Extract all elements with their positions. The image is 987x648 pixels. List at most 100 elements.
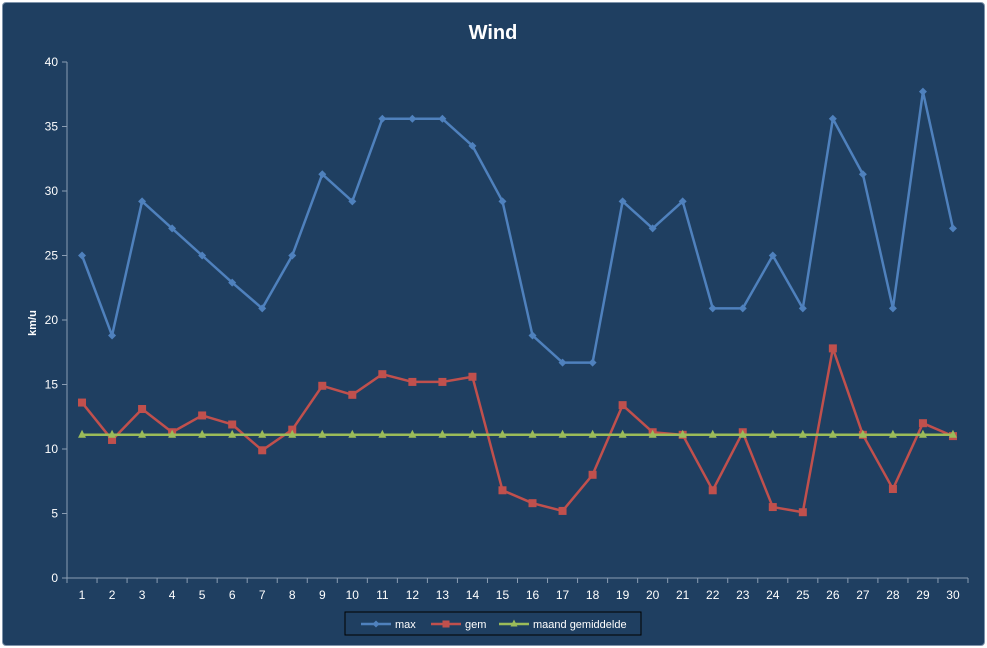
y-tick-label: 20 — [45, 313, 59, 327]
x-tick-label: 12 — [406, 588, 420, 602]
data-point-diamond — [888, 304, 897, 313]
data-point-square — [768, 503, 777, 512]
legend: max gem maand gemiddelde — [344, 611, 642, 636]
data-point-triangle — [588, 429, 597, 438]
x-tick-label: 28 — [886, 588, 900, 602]
legend-label: gem — [465, 619, 486, 631]
data-point-triangle — [648, 429, 657, 438]
data-point-square — [498, 486, 507, 495]
data-point-triangle — [348, 429, 357, 438]
legend-box — [344, 611, 642, 636]
y-tick-label: 40 — [45, 55, 59, 69]
data-point-square — [588, 470, 597, 479]
data-point-diamond — [138, 197, 147, 206]
y-tick-label: 30 — [45, 184, 59, 198]
data-point-triangle — [138, 429, 147, 438]
data-point-diamond — [228, 278, 237, 287]
data-point-triangle — [888, 429, 897, 438]
data-point-triangle — [858, 429, 867, 438]
data-point-triangle — [228, 429, 237, 438]
data-point-diamond — [498, 197, 507, 206]
data-point-diamond — [528, 331, 537, 340]
chart-title: Wind — [469, 22, 518, 44]
data-point-diamond — [372, 620, 380, 628]
data-point-triangle — [198, 429, 207, 438]
y-axis-title: km/u — [27, 310, 39, 336]
data-point-square — [798, 508, 807, 517]
data-point-triangle — [678, 429, 687, 438]
data-point-square — [138, 405, 147, 414]
x-tick-label: 6 — [229, 588, 236, 602]
x-tick-label: 30 — [946, 588, 960, 602]
data-point-diamond — [648, 224, 657, 233]
data-point-diamond — [678, 197, 687, 206]
data-point-triangle — [510, 619, 518, 627]
data-point-square — [438, 377, 447, 386]
data-point-square — [78, 398, 87, 407]
series-line — [81, 347, 954, 514]
data-point-triangle — [78, 429, 87, 438]
x-tick-label: 29 — [916, 588, 930, 602]
x-tick-label: 23 — [736, 588, 750, 602]
x-tick-label: 21 — [676, 588, 690, 602]
data-point-triangle — [438, 429, 447, 438]
series-max — [78, 87, 957, 367]
x-tick-label: 3 — [139, 588, 146, 602]
x-tick-label: 4 — [169, 588, 176, 602]
y-tick-label: 10 — [45, 442, 59, 456]
data-point-diamond — [708, 304, 717, 313]
data-point-triangle — [378, 429, 387, 438]
x-tick-label: 8 — [289, 588, 296, 602]
data-point-square — [888, 484, 897, 493]
data-point-diamond — [408, 114, 417, 123]
data-point-triangle — [318, 429, 327, 438]
y-tick-label: 0 — [51, 571, 58, 585]
data-point-square — [558, 506, 567, 515]
data-point-diamond — [378, 114, 387, 123]
data-point-triangle — [948, 429, 957, 438]
y-tick-label: 5 — [51, 507, 58, 521]
x-tick-label: 16 — [526, 588, 540, 602]
data-point-diamond — [468, 141, 477, 150]
data-point-diamond — [288, 251, 297, 260]
data-point-diamond — [588, 358, 597, 367]
data-point-square — [108, 435, 117, 444]
legend-label: max — [395, 619, 416, 631]
data-point-triangle — [498, 429, 507, 438]
data-point-diamond — [168, 224, 177, 233]
data-point-diamond — [108, 331, 117, 340]
data-point-triangle — [288, 429, 297, 438]
data-point-square — [318, 381, 327, 390]
data-point-diamond — [348, 197, 357, 206]
data-point-triangle — [558, 429, 567, 438]
data-point-square — [828, 344, 837, 353]
x-tick-label: 19 — [616, 588, 630, 602]
data-point-triangle — [468, 429, 477, 438]
data-point-diamond — [828, 114, 837, 123]
x-tick-label: 7 — [259, 588, 266, 602]
series-layer — [78, 87, 957, 517]
x-tick-label: 26 — [826, 588, 840, 602]
data-point-square — [258, 446, 267, 455]
data-point-square — [198, 411, 207, 420]
data-point-diamond — [768, 251, 777, 260]
x-tick-label: 5 — [199, 588, 206, 602]
x-tick-label: 11 — [376, 588, 389, 602]
data-point-triangle — [108, 429, 117, 438]
data-point-triangle — [408, 429, 417, 438]
data-point-diamond — [918, 87, 927, 96]
data-point-square — [618, 401, 627, 410]
series-gem — [78, 344, 957, 517]
data-point-diamond — [858, 170, 867, 179]
x-tick-label: 13 — [436, 588, 450, 602]
data-point-diamond — [618, 197, 627, 206]
x-tick-label: 20 — [646, 588, 660, 602]
data-point-diamond — [798, 304, 807, 313]
data-point-diamond — [948, 224, 957, 233]
data-point-triangle — [168, 429, 177, 438]
x-tick-label: 22 — [706, 588, 720, 602]
data-point-square — [378, 370, 387, 379]
